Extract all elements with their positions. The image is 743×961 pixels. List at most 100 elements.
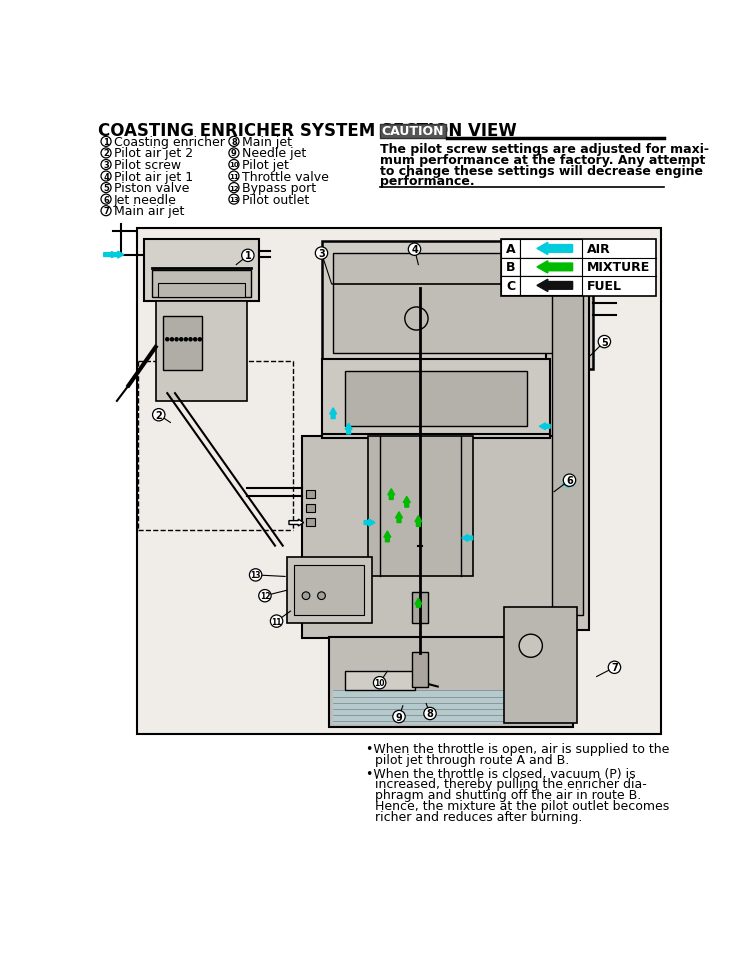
Text: 2: 2 [155, 410, 162, 420]
Text: CAUTION: CAUTION [381, 125, 444, 138]
Text: Throttle valve: Throttle valve [241, 170, 328, 184]
Text: Bypass port: Bypass port [241, 182, 316, 195]
Circle shape [189, 338, 192, 341]
Text: 4: 4 [411, 245, 418, 255]
Circle shape [317, 592, 325, 600]
Bar [287, 557, 372, 623]
Text: 1: 1 [103, 137, 109, 147]
Bar [502, 277, 520, 295]
Bar [520, 240, 582, 259]
Circle shape [184, 338, 187, 341]
Text: Piston valve: Piston valve [114, 182, 189, 195]
Text: phragm and shutting off the air in route B.: phragm and shutting off the air in route… [375, 788, 641, 801]
Circle shape [175, 338, 178, 341]
FancyArrow shape [104, 252, 117, 259]
Text: A: A [506, 243, 516, 256]
Text: 5: 5 [601, 337, 608, 347]
Text: Pilot outlet: Pilot outlet [241, 193, 309, 207]
Circle shape [166, 338, 169, 341]
Text: richer and reduces after burning.: richer and reduces after burning. [375, 810, 583, 823]
Text: 5: 5 [103, 184, 109, 193]
Text: pilot jet through route A and B.: pilot jet through route A and B. [375, 753, 569, 766]
Text: 9: 9 [395, 712, 403, 722]
Circle shape [393, 711, 405, 723]
Text: 6: 6 [103, 195, 109, 205]
Text: FUEL: FUEL [586, 280, 622, 292]
Circle shape [270, 615, 283, 628]
Circle shape [229, 149, 239, 159]
Text: 11: 11 [271, 617, 282, 626]
Bar [158, 283, 244, 298]
Circle shape [229, 195, 239, 205]
Text: C: C [506, 280, 515, 292]
Text: 2: 2 [103, 149, 109, 159]
Bar [502, 240, 656, 297]
Bar [306, 518, 315, 526]
Circle shape [315, 248, 328, 259]
Circle shape [302, 592, 310, 600]
FancyArrow shape [395, 512, 403, 523]
Bar [412, 653, 428, 687]
Circle shape [250, 569, 262, 581]
Text: Jet needle: Jet needle [114, 193, 177, 207]
Text: mum performance at the factory. Any attempt: mum performance at the factory. Any atte… [380, 154, 705, 167]
Circle shape [101, 207, 111, 216]
Text: •When the throttle is open, air is supplied to the: •When the throttle is open, air is suppl… [366, 742, 669, 755]
Bar [155, 302, 247, 402]
Circle shape [241, 250, 254, 262]
Text: 3: 3 [318, 249, 325, 259]
Bar [380, 125, 446, 138]
Text: The pilot screw settings are adjusted for maxi-: The pilot screw settings are adjusted fo… [380, 143, 709, 156]
Circle shape [374, 677, 386, 689]
FancyArrow shape [539, 424, 550, 431]
Bar [553, 250, 583, 615]
Bar [368, 437, 473, 577]
Circle shape [609, 661, 620, 674]
Text: COASTING ENRICHER SYSTEM SECTION VIEW: COASTING ENRICHER SYSTEM SECTION VIEW [98, 121, 517, 139]
Text: Main jet: Main jet [241, 136, 292, 149]
Circle shape [101, 172, 111, 182]
Text: 6: 6 [566, 476, 573, 485]
Bar [502, 240, 520, 259]
Text: 13: 13 [229, 197, 239, 203]
FancyArrow shape [289, 520, 304, 527]
Text: performance.: performance. [380, 175, 474, 188]
Text: 7: 7 [103, 207, 109, 216]
Bar [520, 259, 582, 277]
Text: 4: 4 [103, 172, 109, 182]
Circle shape [101, 137, 111, 147]
Text: Pilot screw: Pilot screw [114, 159, 181, 172]
Text: 8: 8 [426, 709, 433, 719]
Bar [294, 565, 364, 615]
Bar [345, 372, 527, 427]
FancyArrow shape [537, 280, 573, 292]
Bar [412, 592, 428, 623]
Circle shape [409, 244, 421, 256]
Circle shape [229, 160, 239, 170]
Circle shape [101, 184, 111, 193]
Text: 1: 1 [244, 251, 251, 261]
Bar [520, 277, 582, 295]
Text: 9: 9 [231, 149, 237, 159]
Text: Pilot air jet 1: Pilot air jet 1 [114, 170, 193, 184]
Text: 12: 12 [229, 185, 239, 191]
Circle shape [424, 707, 436, 720]
Circle shape [229, 137, 239, 147]
Text: Pilot air jet 2: Pilot air jet 2 [114, 147, 193, 160]
Circle shape [180, 338, 183, 341]
FancyArrow shape [415, 516, 422, 527]
FancyArrow shape [562, 481, 574, 488]
Circle shape [598, 336, 611, 349]
Text: Needle jet: Needle jet [241, 147, 306, 160]
Circle shape [198, 338, 201, 341]
FancyArrow shape [537, 243, 573, 256]
FancyArrow shape [403, 497, 410, 507]
FancyArrow shape [462, 535, 473, 542]
Text: 8: 8 [231, 137, 237, 147]
Bar [137, 229, 661, 734]
Text: Coasting enricher: Coasting enricher [114, 136, 224, 149]
Circle shape [405, 308, 428, 331]
FancyArrow shape [537, 261, 573, 274]
FancyArrow shape [113, 252, 124, 259]
FancyArrow shape [415, 599, 422, 607]
